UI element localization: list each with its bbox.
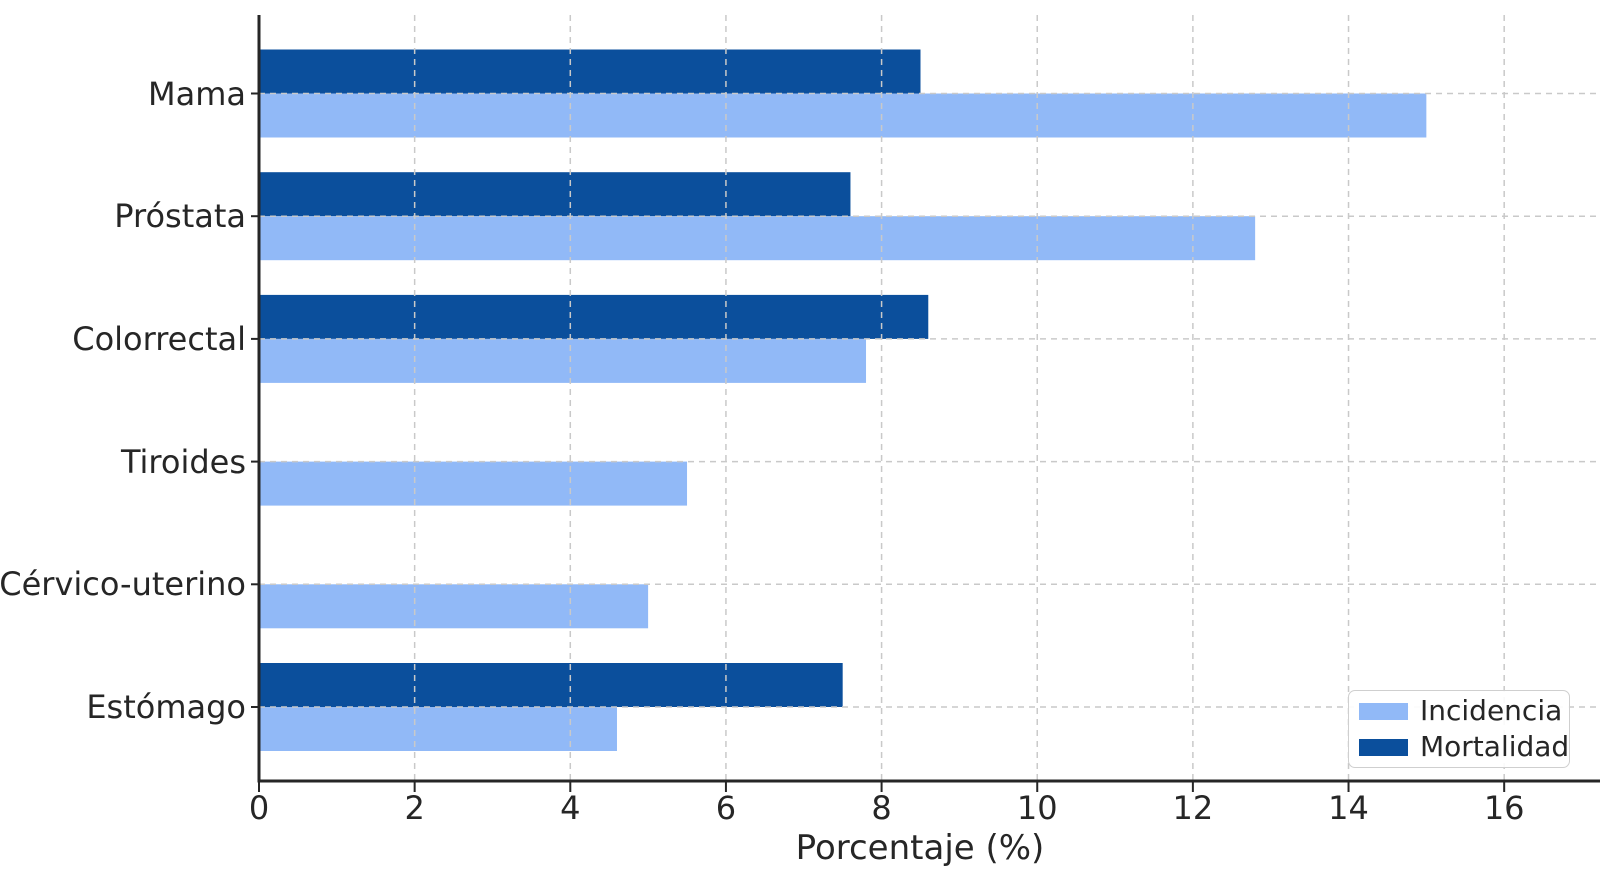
x-tick-label: 4 [560,789,581,827]
bar-incidencia-estómago [259,707,617,751]
x-tick-label: 8 [871,789,892,827]
bar-incidencia-próstata [259,216,1256,261]
bar-incidencia-cérvico-uterino [259,584,649,629]
legend-swatch-incidencia [1359,702,1408,720]
x-tick-label: 10 [1016,789,1058,827]
y-tick-label-tiroides: Tiroides [120,442,246,481]
bar-incidencia-colorrectal [259,338,867,383]
x-tick-label: 14 [1328,789,1369,827]
bar-mortalidad-estómago [259,663,843,707]
bar-incidencia-tiroides [259,461,688,506]
x-tick-label: 0 [248,789,270,827]
y-tick-label-colorrectal: Colorrectal [72,319,246,358]
x-tick-label: 6 [715,789,737,827]
legend-label-incidencia: Incidencia [1420,694,1563,727]
legend-swatch-mortalidad [1359,738,1408,756]
bar-incidencia-mama [259,93,1427,138]
bar-mortalidad-próstata [259,172,851,217]
legend: Incidencia Mortalidad [1348,690,1570,768]
x-tick-label: 2 [404,789,425,827]
legend-item-incidencia: Incidencia [1359,694,1563,727]
x-tick-label: 12 [1172,789,1214,827]
legend-label-mortalidad: Mortalidad [1420,730,1570,763]
y-tick-label-próstata: Próstata [114,197,246,236]
x-axis-title: Porcentaje (%) [795,828,1045,868]
legend-item-mortalidad: Mortalidad [1359,732,1569,762]
bar-mortalidad-colorrectal [259,294,929,339]
x-tick-label: 16 [1483,789,1525,827]
bar-mortalidad-mama [259,49,921,94]
y-tick-label-mama: Mama [148,74,246,113]
y-tick-label-cérvico-uterino: Cérvico-uterino [0,565,246,604]
y-tick-label-estómago: Estómago [86,688,246,726]
